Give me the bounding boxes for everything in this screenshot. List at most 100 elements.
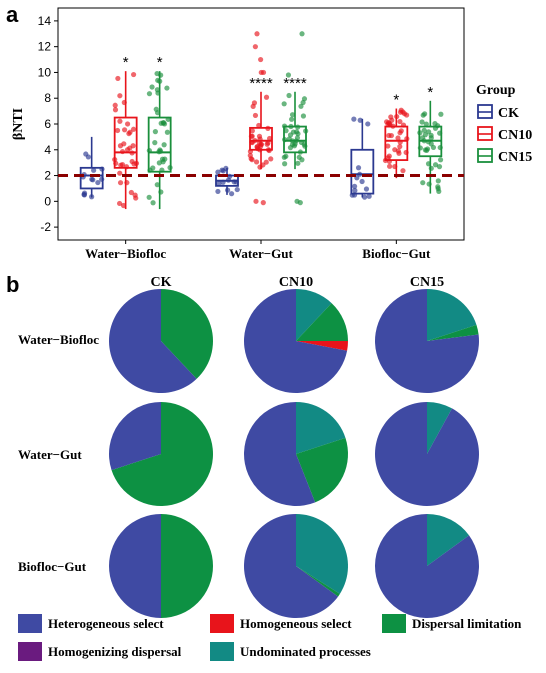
data-point-cn15 <box>438 111 444 117</box>
data-point-ck <box>351 183 358 189</box>
outlier-point <box>285 72 292 78</box>
data-point-cn10 <box>124 147 131 153</box>
data-point-cn15 <box>159 156 166 162</box>
data-point-cn15 <box>152 140 158 146</box>
data-point-cn15 <box>294 135 301 141</box>
pie-slice-dispersal-limitation <box>427 324 479 341</box>
data-point-cn10 <box>130 126 137 132</box>
data-point-cn10 <box>119 162 126 168</box>
y-axis-label: βNTI <box>11 108 26 140</box>
data-point-cn10 <box>120 202 127 209</box>
data-point-cn10 <box>388 132 394 139</box>
pie-slice-undominated-processes <box>427 289 477 341</box>
data-point-cn15 <box>295 160 301 166</box>
pie-slice-heterogeneous-select <box>375 289 479 393</box>
data-point-cn10 <box>400 168 406 174</box>
data-point-cn10 <box>127 129 133 135</box>
pie-slice-heterogeneous-select <box>375 514 479 618</box>
significance-label: * <box>157 54 163 71</box>
box-cn10 <box>113 116 138 169</box>
box-cn15 <box>147 116 172 173</box>
pie-slice-undominated-processes <box>296 402 346 454</box>
legend-label-ck: CK <box>498 106 519 121</box>
data-point-cn10 <box>112 107 119 113</box>
legend-item-homogeneous-select: Homogeneous select <box>210 614 352 633</box>
data-point-ck <box>366 193 372 199</box>
data-point-ck <box>215 169 221 175</box>
pie-slice-heterogeneous-select <box>244 402 316 506</box>
data-point-ck <box>234 186 240 193</box>
pie-slice-dispersal-limitation <box>296 303 348 341</box>
data-point-cn10 <box>121 127 128 133</box>
significance-label: * <box>123 54 129 71</box>
data-point-cn10 <box>130 71 137 78</box>
pie-slice-heterogeneous-select <box>243 514 339 618</box>
data-point-ck <box>363 186 370 192</box>
outlier-point <box>260 200 266 206</box>
data-point-cn10 <box>387 163 393 169</box>
data-point-cn10 <box>395 135 401 141</box>
data-point-ck <box>81 191 87 198</box>
legend-item-undominated-processes: Undominated processes <box>210 642 371 661</box>
y-tick-label: 14 <box>38 14 52 28</box>
pie-slice-heterogeneous-select <box>109 514 161 618</box>
data-point-cn15 <box>432 162 439 168</box>
outlier-point <box>252 44 258 50</box>
data-point-cn15 <box>164 85 170 91</box>
pie-slice-dispersal-limitation <box>296 566 340 597</box>
data-point-cn15 <box>300 113 307 119</box>
data-point-ck <box>365 121 371 127</box>
data-point-cn15 <box>150 200 156 206</box>
legend-swatch-undominated-processes <box>210 642 234 661</box>
data-point-ck <box>90 177 96 183</box>
data-point-cn15 <box>157 147 163 153</box>
data-point-cn15 <box>146 91 153 97</box>
data-point-cn15 <box>435 184 441 190</box>
legend-swatch-dispersal-limitation <box>382 614 406 633</box>
data-point-cn10 <box>249 157 255 163</box>
data-point-cn10 <box>115 75 121 82</box>
data-point-cn10 <box>128 189 134 196</box>
y-tick-label: 6 <box>44 117 51 131</box>
data-point-cn15 <box>287 132 294 138</box>
data-point-cn15 <box>437 157 444 163</box>
data-point-cn15 <box>146 194 152 200</box>
process-legend: Heterogeneous select Homogeneous select … <box>10 610 540 670</box>
significance-label: **** <box>249 75 273 92</box>
pie-slice-dispersal-limitation <box>161 289 213 379</box>
data-point-cn15 <box>299 157 305 163</box>
data-point-ck <box>91 167 97 173</box>
significance-label: * <box>427 84 433 101</box>
data-point-cn15 <box>295 131 301 137</box>
legend-label: Heterogeneous select <box>48 615 164 631</box>
x-tick-label: Biofloc−Gut <box>362 246 431 261</box>
data-point-cn15 <box>154 70 160 77</box>
x-tick-label: Water−Biofloc <box>85 246 166 261</box>
data-point-ck <box>355 165 362 171</box>
data-point-cn10 <box>263 159 269 165</box>
y-tick-label: 4 <box>44 143 51 157</box>
pie-slice-heterogeneous-select <box>108 289 197 393</box>
pie-slice-undominated-processes <box>427 514 470 566</box>
data-point-cn10 <box>114 127 121 134</box>
legend-item-homogenizing-dispersal: Homogenizing dispersal <box>18 642 181 661</box>
data-point-cn15 <box>428 165 434 171</box>
data-point-cn15 <box>154 182 160 188</box>
outlier-point <box>297 200 303 206</box>
data-point-cn10 <box>256 122 262 129</box>
y-tick-label: 0 <box>44 194 51 208</box>
box-cn15 <box>283 125 307 154</box>
data-point-cn15 <box>281 154 287 160</box>
data-point-cn10 <box>397 130 403 136</box>
legend-item-heterogeneous-select: Heterogeneous select <box>18 614 164 633</box>
data-point-cn15 <box>424 147 430 154</box>
data-point-ck <box>215 188 221 195</box>
data-point-cn15 <box>156 160 162 166</box>
data-point-cn10 <box>251 100 258 106</box>
data-point-cn10 <box>117 170 123 176</box>
data-point-cn10 <box>256 133 263 139</box>
data-point-cn10 <box>252 112 259 119</box>
pie-slice-dispersal-limitation <box>296 437 348 503</box>
data-point-ck <box>359 178 365 185</box>
data-point-cn10 <box>117 118 123 124</box>
